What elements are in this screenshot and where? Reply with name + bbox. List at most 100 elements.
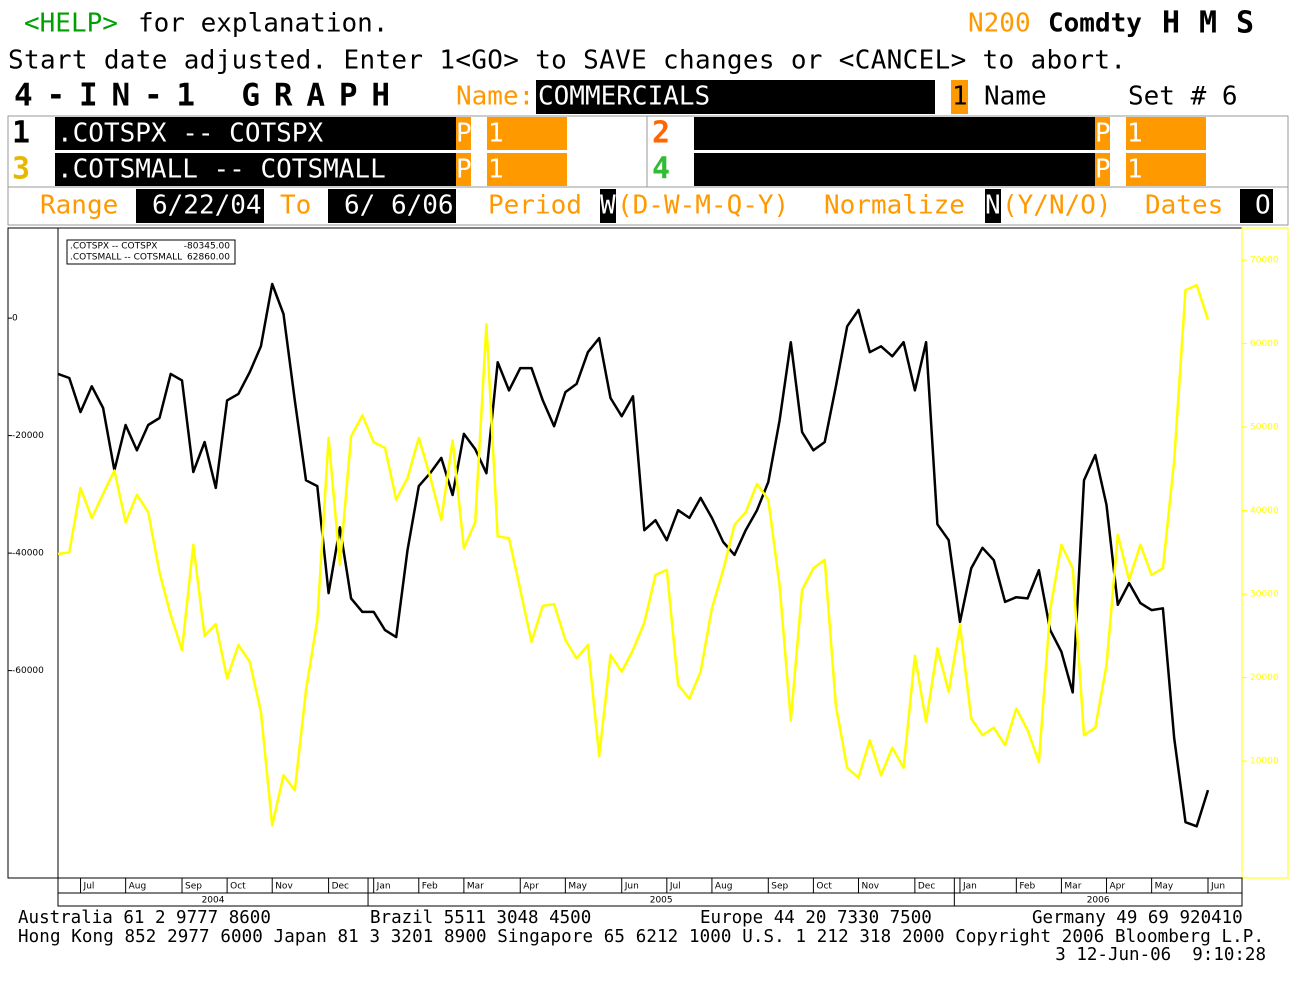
- ticker: N200: [968, 9, 1031, 39]
- multiplier[interactable]: 1: [1127, 119, 1143, 149]
- field: [328, 189, 456, 223]
- normalize-options: (Y/N/O): [1002, 191, 1112, 221]
- year-label: 2006: [1087, 896, 1110, 906]
- sector: Comdty: [1048, 9, 1142, 39]
- start-date[interactable]: 6/22/04: [152, 191, 262, 221]
- x-tick-label: Feb: [1019, 882, 1035, 892]
- right-axis-frame: [1241, 227, 1289, 879]
- y2-tick-label: 60000: [1250, 339, 1279, 349]
- screen-title: 4-IN-1 GRAPH: [14, 78, 390, 114]
- y2-tick-label: 10000: [1250, 757, 1279, 767]
- y-tick-label: -40000: [12, 549, 44, 559]
- price-field[interactable]: P: [456, 119, 472, 149]
- name-value[interactable]: COMMERCIALS: [538, 82, 710, 112]
- multiplier[interactable]: 1: [488, 155, 504, 185]
- name-label: Name:: [456, 82, 534, 112]
- set-label: Set # 6: [1128, 82, 1238, 112]
- x-tick-label: Jun: [624, 882, 639, 892]
- normalize[interactable]: N: [985, 191, 1001, 221]
- x-tick-label: Nov: [275, 882, 293, 892]
- help-text: for explanation.: [138, 9, 388, 39]
- y2-tick-label: 30000: [1250, 590, 1279, 600]
- period-options: (D-W-M-Q-Y): [617, 191, 789, 221]
- x-tick-label: Aug: [129, 882, 147, 892]
- x-tick-label: Oct: [230, 882, 246, 892]
- series-line: [57, 283, 1210, 827]
- legend-name: .COTSMALL -- COTSMALL: [70, 253, 182, 263]
- ticker-field: [694, 117, 1095, 150]
- settings-box: [7, 186, 1289, 226]
- multiplier-sign: x: [471, 119, 487, 149]
- y2-tick-label: 20000: [1250, 673, 1279, 683]
- office: Australia 61 2 9777 8600: [18, 908, 271, 928]
- y2-tick-label: 40000: [1250, 506, 1279, 516]
- legend-entries: .COTSPX -- COTSPX -80345.00.COTSMALL -- C…: [70, 242, 230, 263]
- x-tick-label: May: [1155, 882, 1174, 892]
- x-tick-label: Mar: [1064, 882, 1081, 892]
- year-label: 2005: [650, 896, 673, 906]
- ticker-field: [694, 153, 1095, 186]
- price-field[interactable]: P: [456, 155, 472, 185]
- legend-name: .COTSPX -- COTSPX: [70, 242, 157, 252]
- field: [1126, 117, 1206, 150]
- field: [600, 189, 616, 223]
- x-tick-label: Apr: [1110, 882, 1126, 892]
- x-tick-label: Sep: [771, 882, 788, 892]
- price-field[interactable]: P: [1095, 155, 1111, 185]
- series-line: [57, 282, 1210, 828]
- x-tick-label: Dec: [918, 882, 935, 892]
- security-number: 1: [12, 116, 30, 151]
- field: [1095, 117, 1110, 150]
- multiplier[interactable]: 1: [1127, 155, 1143, 185]
- footer: Australia 61 2 9777 8600 Brazil 5511 3048…: [18, 908, 1243, 928]
- help-key[interactable]: <HELP>: [24, 9, 118, 39]
- y2-tick-label: 50000: [1250, 423, 1279, 433]
- security-ticker[interactable]: .COTSPX -- COTSPX: [57, 119, 323, 149]
- price-field[interactable]: P: [1095, 119, 1111, 149]
- name-option[interactable]: 1: [952, 82, 968, 112]
- name-field: [536, 80, 935, 114]
- field: [456, 117, 471, 150]
- offices-line: Hong Kong 852 2977 6000 Japan 81 3 3201 …: [18, 927, 1264, 947]
- field: [985, 189, 1001, 223]
- legend-value: 62860.00: [187, 253, 230, 263]
- x-tick-label: Sep: [185, 882, 202, 892]
- field: [1126, 153, 1206, 186]
- x-tick-label: Jan: [962, 882, 977, 892]
- field: [1095, 153, 1110, 186]
- x-tick-label: Jul: [83, 882, 95, 892]
- field: [487, 153, 567, 186]
- period-label: Period: [488, 191, 582, 221]
- x-tick-label: Oct: [816, 882, 832, 892]
- y2-tick-label: 70000: [1250, 256, 1279, 266]
- field: [136, 189, 264, 223]
- security-number: 2: [652, 116, 670, 151]
- to-label: To: [280, 191, 311, 221]
- ticker-field: [55, 153, 456, 186]
- x-tick-label: Jun: [1210, 882, 1225, 892]
- period[interactable]: W: [600, 191, 616, 221]
- multiplier[interactable]: 1: [488, 119, 504, 149]
- end-date[interactable]: 6/ 6/06: [344, 191, 454, 221]
- y-tick-label: -60000: [12, 666, 44, 676]
- multiplier-sign: x: [1110, 155, 1126, 185]
- x-tick-label: Mar: [467, 882, 484, 892]
- x-axis-band: [57, 877, 1243, 907]
- timestamp: 3 12-Jun-06 9:10:28: [1055, 945, 1266, 965]
- function: HMS: [1162, 6, 1254, 41]
- name-option-label: Name: [984, 82, 1047, 112]
- x-tick-label: May: [568, 882, 587, 892]
- message: Start date adjusted. Enter 1<GO> to SAVE…: [8, 46, 1126, 76]
- name-option-box: [951, 80, 968, 114]
- year-label: 2004: [202, 896, 225, 906]
- office: Brazil 5511 3048 4500: [370, 908, 591, 928]
- dates[interactable]: O: [1255, 191, 1271, 221]
- legend-value: -80345.00: [184, 242, 230, 252]
- security-number: 3: [12, 152, 30, 187]
- multiplier-sign: x: [471, 155, 487, 185]
- security-ticker[interactable]: .COTSMALL -- COTSMALL: [57, 155, 386, 185]
- legend: [66, 239, 236, 265]
- chart-frame: [7, 227, 1289, 879]
